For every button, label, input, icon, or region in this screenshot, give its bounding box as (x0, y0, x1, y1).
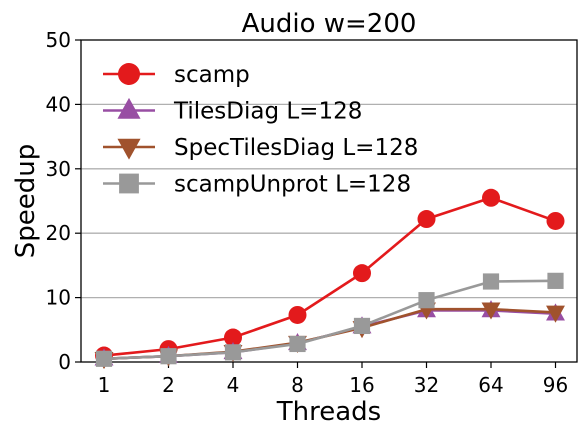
data-point (418, 292, 435, 309)
plot-frame (80, 39, 578, 363)
legend-entry: SpecTilesDiag L=128 (103, 135, 418, 161)
x-tick-label: 32 (414, 373, 439, 397)
legend-label: SpecTilesDiag L=128 (174, 135, 418, 161)
series-line (103, 279, 556, 361)
data-point (547, 272, 564, 289)
data-point (224, 344, 242, 361)
x-tick-label: 4 (227, 373, 240, 397)
data-point (546, 211, 565, 230)
series-line (103, 196, 556, 357)
series-4 (95, 272, 564, 367)
legend-label: TilesDiag L=128 (173, 99, 362, 125)
y-tick-label: 40 (46, 92, 71, 116)
grid (81, 103, 577, 299)
x-tick-label: 16 (349, 373, 374, 397)
data-point (95, 350, 113, 367)
data-point (289, 335, 306, 353)
legend-entry: TilesDiag L=128 (103, 97, 362, 125)
y-axis: 0 10 20 30 40 50 (46, 28, 81, 374)
data-point (417, 210, 436, 229)
legend-marker (117, 97, 141, 119)
legend-label: scamp (174, 62, 250, 88)
y-tick-label: 10 (46, 286, 71, 310)
x-axis: 1 2 4 8 16 32 64 96 (98, 362, 568, 397)
data-point (481, 302, 501, 320)
legend-marker (118, 63, 140, 85)
y-axis-label: Speedup (11, 144, 41, 259)
legend-entry: scampUnprot L=128 (103, 172, 411, 198)
x-tick-label: 1 (98, 373, 111, 397)
data-point (288, 305, 307, 324)
data-point (482, 188, 500, 207)
x-tick-label: 2 (162, 373, 175, 397)
data-point (353, 317, 371, 335)
legend: scamp TilesDiag L=128 SpecTilesDiag L=128 s… (103, 62, 418, 198)
y-tick-label: 30 (46, 157, 71, 181)
data-point (482, 273, 500, 290)
x-tick-label: 64 (478, 373, 503, 397)
series-layer (94, 188, 565, 370)
data-point (546, 305, 565, 323)
legend-marker (117, 138, 141, 160)
legend-marker (119, 173, 139, 194)
y-tick-label: 50 (46, 28, 71, 52)
chart-title: Audio w=200 (242, 9, 417, 39)
y-tick-label: 0 (58, 350, 71, 374)
x-axis-label: Threads (276, 397, 381, 427)
y-tick-label: 20 (46, 221, 71, 245)
data-point (353, 264, 371, 283)
data-point (160, 348, 177, 365)
legend-label: scampUnprot L=128 (174, 172, 411, 198)
legend-entry: scamp (103, 62, 250, 88)
x-tick-label: 96 (543, 373, 568, 397)
data-point (224, 328, 242, 347)
x-tick-label: 8 (291, 373, 304, 397)
